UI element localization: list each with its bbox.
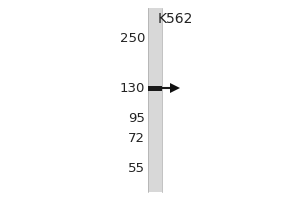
Text: K562: K562 [157, 12, 193, 26]
Text: 250: 250 [120, 31, 145, 45]
Text: 130: 130 [120, 82, 145, 95]
Text: 95: 95 [128, 112, 145, 124]
Polygon shape [170, 83, 180, 93]
Text: 55: 55 [128, 162, 145, 174]
Bar [148, 86, 162, 90]
Text: 72: 72 [128, 132, 145, 144]
Bar [148, 8, 162, 192]
